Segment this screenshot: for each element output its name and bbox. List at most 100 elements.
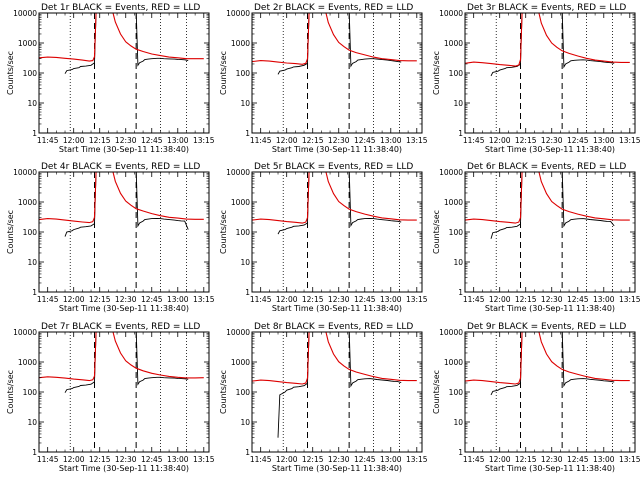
panel-1: Det 1r BLACK = Events, RED = LLD 1 10 100 10… [6, 3, 215, 154]
x-tick-label: 13:15 [193, 295, 215, 304]
y-tick-label: 1 [458, 448, 463, 457]
y-tick-label: 10 [453, 418, 463, 427]
plot-frame [251, 171, 423, 293]
plot-frame [251, 12, 423, 134]
panel-title: Det 7r BLACK = Events, RED = LLD [41, 322, 200, 332]
events-series-line [490, 332, 615, 396]
y-tick-label: 1000 [231, 198, 250, 207]
y-tick-label: 10000 [226, 168, 250, 177]
y-axis-label: Counts/sec [6, 210, 15, 254]
y-tick-label: 10 [240, 418, 250, 427]
y-tick-label: 1000 [444, 198, 463, 207]
x-axis-label: Start Time (30-Sep-11 11:38:40) [272, 464, 402, 473]
x-tick-label: 12:30 [541, 455, 563, 464]
y-tick-label: 100 [23, 228, 38, 237]
y-tick-label: 10 [240, 258, 250, 267]
y-tick-label: 10000 [226, 328, 250, 337]
y-tick-label: 1000 [444, 358, 463, 367]
x-tick-label: 12:45 [567, 136, 589, 145]
x-tick-label: 12:00 [489, 136, 511, 145]
lld-series-line [252, 13, 417, 65]
panel-title: Det 9r BLACK = Events, RED = LLD [467, 322, 626, 332]
x-tick-label: 11:45 [463, 136, 485, 145]
panel-title: Det 2r BLACK = Events, RED = LLD [254, 3, 413, 13]
panel-2: Det 2r BLACK = Events, RED = LLD 1 10 100 10… [219, 3, 428, 154]
x-axis-label: Start Time (30-Sep-11 11:38:40) [272, 304, 402, 313]
plot-frame [251, 331, 423, 453]
y-tick-label: 100 [236, 388, 251, 397]
x-tick-label: 12:45 [141, 136, 163, 145]
x-tick-label: 12:30 [328, 136, 350, 145]
panel-4: Det 4r BLACK = Events, RED = LLD 1 10 100 10… [6, 162, 215, 313]
y-tick-label: 1 [245, 448, 250, 457]
y-tick-label: 10000 [226, 9, 250, 18]
x-tick-label: 12:00 [276, 136, 298, 145]
x-tick-label: 11:45 [463, 455, 485, 464]
x-tick-label: 13:00 [167, 136, 189, 145]
y-tick-label: 100 [449, 228, 464, 237]
y-tick-label: 1 [32, 129, 37, 138]
x-tick-label: 12:45 [567, 295, 589, 304]
panel-8: Det 8r BLACK = Events, RED = LLD 1 10 100 10… [219, 322, 428, 473]
events-series-line [490, 172, 615, 239]
y-tick-label: 100 [23, 69, 38, 78]
x-axis-label: Start Time (30-Sep-11 11:38:40) [485, 145, 615, 154]
x-tick-label: 12:15 [515, 136, 537, 145]
y-tick-label: 1 [245, 129, 250, 138]
x-tick-label: 13:15 [406, 455, 428, 464]
plot-frame [38, 331, 210, 453]
x-tick-label: 13:00 [593, 136, 615, 145]
y-tick-label: 1000 [231, 39, 250, 48]
x-tick-label: 11:45 [250, 136, 272, 145]
x-tick-label: 12:00 [276, 455, 298, 464]
x-axis-label: Start Time (30-Sep-11 11:38:40) [272, 145, 402, 154]
x-tick-label: 12:30 [328, 455, 350, 464]
y-tick-label: 10 [453, 258, 463, 267]
x-axis-label: Start Time (30-Sep-11 11:38:40) [59, 145, 189, 154]
lld-series-line [465, 172, 630, 224]
events-series-line [277, 13, 402, 75]
x-tick-label: 13:15 [193, 455, 215, 464]
y-axis-label: Counts/sec [219, 370, 228, 414]
y-axis-label: Counts/sec [6, 51, 15, 95]
y-tick-label: 1 [32, 288, 37, 297]
y-tick-label: 10000 [13, 168, 37, 177]
x-axis-label: Start Time (30-Sep-11 11:38:40) [59, 464, 189, 473]
panel-9: Det 9r BLACK = Events, RED = LLD 1 10 100 10… [432, 322, 640, 473]
events-series-line [64, 13, 189, 74]
x-tick-label: 13:00 [593, 295, 615, 304]
x-tick-label: 11:45 [250, 455, 272, 464]
panel-6: Det 6r BLACK = Events, RED = LLD 1 10 100 10… [432, 162, 640, 313]
y-tick-label: 1000 [231, 358, 250, 367]
x-tick-label: 11:45 [37, 295, 59, 304]
y-tick-label: 1000 [444, 39, 463, 48]
x-axis-label: Start Time (30-Sep-11 11:38:40) [485, 464, 615, 473]
panel-title: Det 4r BLACK = Events, RED = LLD [41, 162, 200, 172]
y-tick-label: 100 [236, 69, 251, 78]
panel-title: Det 3r BLACK = Events, RED = LLD [467, 3, 626, 13]
panel-title: Det 6r BLACK = Events, RED = LLD [467, 162, 626, 172]
x-tick-label: 12:45 [354, 455, 376, 464]
x-tick-label: 11:45 [37, 455, 59, 464]
x-tick-label: 12:15 [515, 295, 537, 304]
x-tick-label: 13:00 [593, 455, 615, 464]
x-tick-label: 13:00 [380, 295, 402, 304]
x-tick-label: 13:15 [193, 136, 215, 145]
y-tick-label: 1 [458, 288, 463, 297]
x-tick-label: 12:15 [89, 295, 111, 304]
panel-title: Det 8r BLACK = Events, RED = LLD [254, 322, 413, 332]
x-tick-label: 12:30 [115, 455, 137, 464]
x-tick-label: 12:15 [89, 455, 111, 464]
x-tick-label: 13:00 [380, 455, 402, 464]
panel-5: Det 5r BLACK = Events, RED = LLD 1 10 100 10… [219, 162, 428, 313]
x-tick-label: 12:00 [63, 136, 85, 145]
x-tick-label: 12:45 [141, 295, 163, 304]
events-series-line [277, 332, 402, 438]
y-tick-label: 10000 [439, 9, 463, 18]
lld-series-line [39, 332, 204, 382]
y-axis-label: Counts/sec [432, 51, 441, 95]
x-tick-label: 12:30 [541, 295, 563, 304]
y-axis-label: Counts/sec [432, 370, 441, 414]
y-tick-label: 10000 [439, 328, 463, 337]
